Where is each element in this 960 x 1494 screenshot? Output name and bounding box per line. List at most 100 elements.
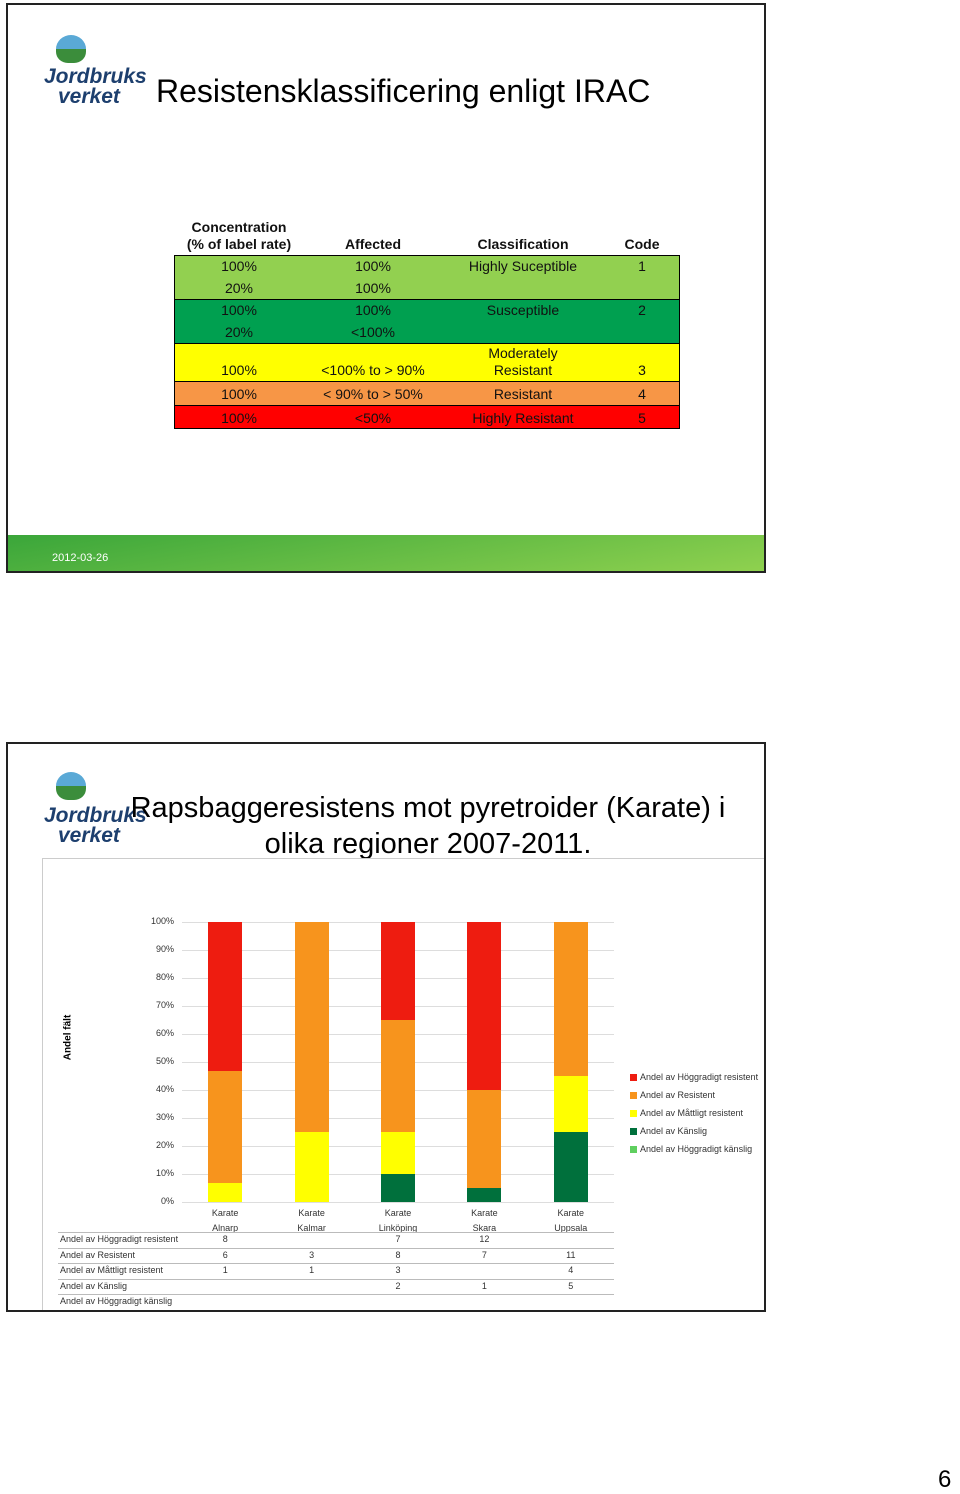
logo-text: verket [58, 824, 120, 847]
table-value: 4 [568, 1265, 574, 1275]
table-value: 6 [222, 1249, 228, 1260]
legend-swatch [630, 1128, 637, 1135]
table-value: 7 [481, 1249, 487, 1260]
x-tick-label: Karate Alnarp [211, 1208, 239, 1233]
bar-segment [381, 1174, 415, 1202]
table-value: 11 [566, 1249, 576, 1260]
table-header: Classification [477, 236, 569, 252]
table-cell: 5 [638, 410, 646, 426]
y-tick-label: 90% [155, 944, 174, 954]
slide-title: Rapsbaggeresistens mot pyretroider (Kara… [130, 792, 726, 860]
y-tick-label: 40% [155, 1084, 174, 1094]
table-cell: 20% [224, 280, 254, 296]
chart-frame [42, 858, 764, 1310]
table-value: 1 [481, 1280, 487, 1291]
y-axis-label: Andel fält [62, 1014, 74, 1061]
bar-segment [208, 1183, 243, 1202]
y-tick-label: 20% [155, 1140, 174, 1150]
table-value: 3 [395, 1265, 401, 1275]
bar-segment [208, 1071, 243, 1184]
table-header: Affected [344, 236, 401, 252]
logo: Jordbruks verket [44, 65, 147, 108]
bar-segment [294, 922, 329, 1132]
logo-text: Jordbruks [44, 804, 147, 827]
y-tick-label: 100% [150, 916, 174, 926]
bar-segment [294, 1132, 329, 1202]
table-cell: 100% [221, 410, 257, 426]
table-row [174, 277, 680, 299]
logo-icon [56, 35, 86, 63]
bar-segment [381, 1132, 415, 1174]
table-cell: 100% [355, 280, 391, 296]
logo-text: Jordbruks [44, 65, 147, 88]
table-cell: 100% [221, 362, 257, 378]
date: 2012-03-26 [52, 552, 109, 564]
table-value: 1 [309, 1265, 315, 1275]
table-line [58, 1278, 614, 1280]
bar-segment [381, 922, 415, 1020]
bar-segment [553, 1132, 588, 1202]
table-cell: < 90% to > 50% [323, 386, 423, 402]
legend-swatch [630, 1092, 637, 1099]
slide: Jordbruks verket Resistensklassificering … [6, 3, 766, 573]
logo: Jordbruks verket [44, 804, 147, 847]
table-cell: 3 [638, 362, 646, 378]
table-line [58, 1232, 614, 1233]
logo-text: verket [58, 85, 120, 108]
bar-segment [467, 922, 502, 1090]
table-cell: Susceptible [486, 302, 560, 318]
legend-label: Andel av Höggradigt resistent [640, 1072, 759, 1082]
legend-swatch [630, 1146, 637, 1153]
table-line [58, 1263, 614, 1264]
table-cell: 100% [221, 258, 257, 274]
legend-label: Andel av Höggradigt känslig [640, 1144, 753, 1154]
table-cell: 100% [221, 302, 257, 318]
table-cell: 100% [355, 258, 391, 274]
table-series-label: Andel av Höggradigt känslig [60, 1296, 173, 1306]
y-tick-label: 70% [155, 1000, 174, 1010]
slide: Jordbruks verket Rapsbaggeresistens mot p… [6, 742, 766, 1312]
table-value: 7 [395, 1234, 401, 1244]
y-tick-label: 0% [160, 1196, 174, 1206]
table-cell: Highly Resistant [472, 410, 574, 426]
bar-segment [553, 1076, 588, 1132]
table-series-label: Andel av Måttligt resistent [60, 1265, 164, 1275]
bar-segment [553, 922, 588, 1076]
table-cell: 100% [221, 386, 257, 402]
bar-segment [467, 1090, 502, 1188]
table-value: 8 [222, 1234, 228, 1244]
table-cell: Highly Suceptible [468, 258, 578, 274]
x-tick-label: Karate Skara [471, 1208, 498, 1233]
logo-icon [56, 772, 86, 800]
bar-segment [467, 1188, 502, 1202]
table-header: Concentration (% of label rate) [186, 219, 292, 252]
table-line [58, 1309, 614, 1310]
table-row [174, 255, 680, 277]
table-row [174, 405, 680, 429]
slide-title: Resistensklassificering enligt IRAC [156, 73, 651, 109]
table-value: 3 [309, 1249, 315, 1260]
table-cell: 2 [638, 302, 646, 318]
table-border [174, 255, 680, 429]
x-tick-label: Karate Kalmar [297, 1208, 326, 1233]
legend-label: Andel av Resistent [640, 1090, 716, 1100]
legend-swatch [630, 1074, 637, 1081]
table-header: Code [624, 236, 660, 252]
y-tick-label: 80% [155, 972, 174, 982]
x-tick-label: Karate Linköping [378, 1208, 418, 1233]
y-tick-label: 10% [155, 1168, 174, 1178]
table-value: 5 [568, 1280, 574, 1291]
table-line [58, 1294, 614, 1295]
table-value: 1 [222, 1265, 228, 1275]
table-line [58, 1247, 614, 1249]
table-cell: Moderately Resistant [488, 345, 558, 378]
table-series-label: Andel av Höggradigt resistent [60, 1234, 179, 1244]
y-tick-label: 60% [155, 1028, 174, 1038]
table-series-label: Andel av Resistent [60, 1249, 136, 1260]
bar-segment [208, 922, 243, 1072]
table-value: 8 [395, 1249, 401, 1260]
table-series-label: Andel av Känslig [60, 1280, 128, 1291]
table-row [174, 381, 680, 405]
table-row [174, 321, 680, 343]
table-value: 2 [395, 1280, 401, 1291]
